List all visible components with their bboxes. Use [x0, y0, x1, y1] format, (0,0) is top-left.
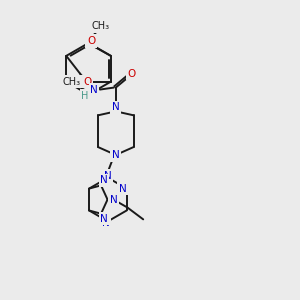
- Text: N: N: [112, 150, 120, 160]
- Text: N: N: [102, 218, 110, 228]
- Text: N: N: [104, 171, 112, 181]
- Text: N: N: [100, 176, 108, 185]
- Text: O: O: [128, 69, 136, 79]
- Text: N: N: [112, 102, 120, 112]
- Text: H: H: [81, 91, 89, 100]
- Text: O: O: [87, 36, 95, 46]
- Text: CH₃: CH₃: [92, 21, 110, 31]
- Text: N: N: [110, 194, 117, 205]
- Text: N: N: [119, 184, 127, 194]
- Text: N: N: [90, 85, 98, 94]
- Text: N: N: [100, 214, 108, 224]
- Text: CH₃: CH₃: [62, 76, 80, 87]
- Text: O: O: [83, 76, 91, 87]
